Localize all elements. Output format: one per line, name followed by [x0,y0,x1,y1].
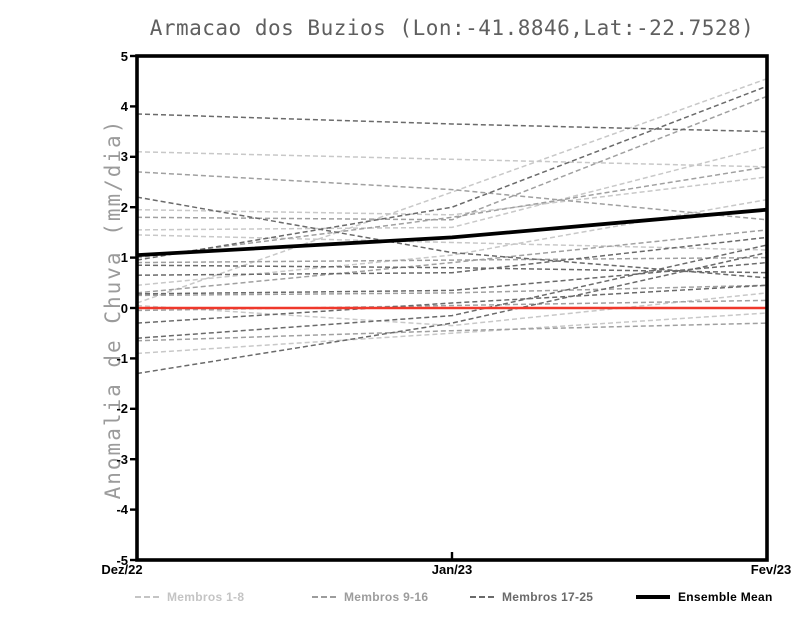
member-line-group3 [136,261,768,295]
legend-item-4: Ensemble Mean [636,590,773,604]
legend-item-3: Membros 17-25 [470,590,593,604]
member-line-group1 [136,77,768,304]
y-tick-label: -5 [116,552,128,568]
legend-line-sample-dashed [135,596,159,598]
member-line-group2 [136,95,768,221]
y-tick-label: 5 [120,48,128,64]
member-line-group3 [136,264,768,274]
member-line-group2 [136,322,768,342]
x-tick-label-dez22: Dez/22 [101,562,143,577]
chart-title: Armacao dos Buzios (Lon:-41.8846,Lat:-22… [149,16,755,40]
member-line-group2 [136,229,768,294]
member-line-group3 [136,251,768,375]
y-tick-label: 4 [120,98,128,114]
x-tick-label-jan23: Jan/23 [431,562,473,577]
member-line-group1 [136,176,768,216]
member-line-group1 [136,151,768,168]
legend-item-2: Membros 9-16 [312,590,428,604]
legend-label: Membros 9-16 [344,590,429,604]
member-line-group1 [136,292,768,327]
y-tick-label: -3 [116,451,128,467]
member-line-group3 [136,113,768,133]
member-line-group1 [136,145,768,231]
y-tick-label: 2 [120,199,128,215]
member-line-group3 [136,244,768,339]
member-line-group3 [136,284,768,324]
legend-line-sample-solid [636,595,670,599]
y-tick-label: -2 [116,401,128,417]
member-line-group2 [136,256,768,264]
legend-label: Membros 1-8 [167,590,245,604]
y-tick-label: 1 [120,250,128,266]
legend-line-sample-dashed [312,596,336,598]
legend-label: Ensemble Mean [678,590,773,604]
member-line-group1 [136,312,768,355]
member-line-group2 [136,166,768,259]
y-tick-label: -4 [116,502,128,518]
ensemble-mean-line [136,207,768,257]
legend-label: Membros 17-25 [502,590,594,604]
member-line-group3 [136,196,768,279]
y-tick-label: 0 [120,300,128,316]
member-line-group1 [136,234,768,251]
member-line-group2 [136,171,768,221]
member-line-group3 [136,85,768,261]
y-tick-label: -1 [116,350,128,366]
legend-line-sample-dashed [470,596,494,598]
y-tick-label: 3 [120,149,128,165]
x-tick-label-fev23: Fev/23 [750,562,792,577]
member-line-group3 [136,236,768,276]
member-line-group2 [136,284,768,297]
legend-item-1: Membros 1-8 [135,590,244,604]
